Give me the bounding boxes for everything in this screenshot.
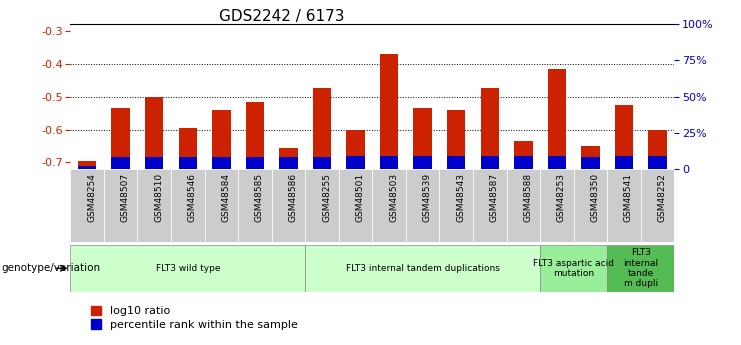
Bar — [574, 169, 607, 241]
Bar — [615, 156, 634, 169]
Bar — [380, 156, 399, 169]
Text: GSM48587: GSM48587 — [490, 172, 499, 222]
Bar — [171, 169, 205, 241]
Bar — [111, 157, 130, 169]
Bar — [246, 157, 264, 169]
Bar — [179, 157, 197, 169]
Bar — [514, 141, 533, 169]
Bar — [305, 245, 540, 292]
Text: GSM48254: GSM48254 — [87, 172, 96, 221]
Bar — [70, 245, 305, 292]
Bar — [305, 169, 339, 241]
Bar — [439, 169, 473, 241]
Text: GSM48350: GSM48350 — [591, 172, 599, 222]
Bar — [373, 169, 406, 241]
Text: GSM48510: GSM48510 — [154, 172, 163, 222]
Bar — [481, 156, 499, 169]
Text: GSM48588: GSM48588 — [523, 172, 532, 222]
Bar — [138, 169, 171, 241]
Bar — [648, 129, 667, 169]
Bar — [346, 129, 365, 169]
Text: GSM48501: GSM48501 — [356, 172, 365, 222]
Bar — [548, 69, 566, 169]
Text: GSM48584: GSM48584 — [222, 172, 230, 222]
Legend: log10 ratio, percentile rank within the sample: log10 ratio, percentile rank within the … — [90, 306, 298, 330]
Bar — [413, 108, 432, 169]
Bar — [70, 169, 104, 241]
Bar — [313, 157, 331, 169]
Bar — [648, 156, 667, 169]
Bar — [279, 148, 298, 169]
Text: GSM48252: GSM48252 — [657, 172, 667, 221]
Text: FLT3 internal tandem duplications: FLT3 internal tandem duplications — [346, 264, 499, 273]
Bar — [145, 157, 164, 169]
Text: genotype/variation: genotype/variation — [1, 263, 101, 273]
Bar — [447, 156, 465, 169]
Bar — [272, 169, 305, 241]
Bar — [279, 157, 298, 169]
Bar — [507, 169, 540, 241]
Bar — [548, 156, 566, 169]
Bar — [581, 146, 599, 169]
Bar — [481, 88, 499, 169]
Bar — [413, 156, 432, 169]
Bar — [145, 97, 164, 169]
Text: GSM48255: GSM48255 — [322, 172, 331, 222]
Bar — [212, 157, 230, 169]
Bar — [607, 245, 674, 292]
Text: GSM48543: GSM48543 — [456, 172, 465, 222]
Bar — [205, 169, 238, 241]
Bar — [313, 88, 331, 169]
Bar — [473, 169, 507, 241]
Text: GSM48586: GSM48586 — [288, 172, 297, 222]
Bar — [607, 169, 641, 241]
Bar — [540, 245, 607, 292]
Text: FLT3
internal
tande
m dupli: FLT3 internal tande m dupli — [623, 248, 658, 288]
Bar — [581, 157, 599, 169]
Text: GSM48585: GSM48585 — [255, 172, 264, 222]
Text: GSM48539: GSM48539 — [422, 172, 432, 222]
Bar — [246, 101, 264, 169]
Bar — [346, 156, 365, 169]
Text: FLT3 aspartic acid
mutation: FLT3 aspartic acid mutation — [534, 258, 614, 278]
Bar — [339, 169, 373, 241]
Bar — [179, 128, 197, 169]
Text: GSM48546: GSM48546 — [187, 172, 197, 222]
Bar — [78, 161, 96, 169]
Bar — [514, 156, 533, 169]
Bar — [380, 55, 399, 169]
Text: GSM48503: GSM48503 — [389, 172, 398, 222]
Bar — [447, 110, 465, 169]
Bar — [111, 108, 130, 169]
Text: GSM48541: GSM48541 — [624, 172, 633, 222]
Bar — [212, 110, 230, 169]
Bar — [540, 169, 574, 241]
Bar — [78, 166, 96, 169]
Bar — [641, 169, 674, 241]
Text: GSM48253: GSM48253 — [557, 172, 566, 222]
Bar — [104, 169, 138, 241]
Text: GSM48507: GSM48507 — [121, 172, 130, 222]
Bar — [238, 169, 272, 241]
Bar — [615, 105, 634, 169]
Text: GDS2242 / 6173: GDS2242 / 6173 — [219, 9, 345, 23]
Bar — [406, 169, 439, 241]
Text: FLT3 wild type: FLT3 wild type — [156, 264, 220, 273]
